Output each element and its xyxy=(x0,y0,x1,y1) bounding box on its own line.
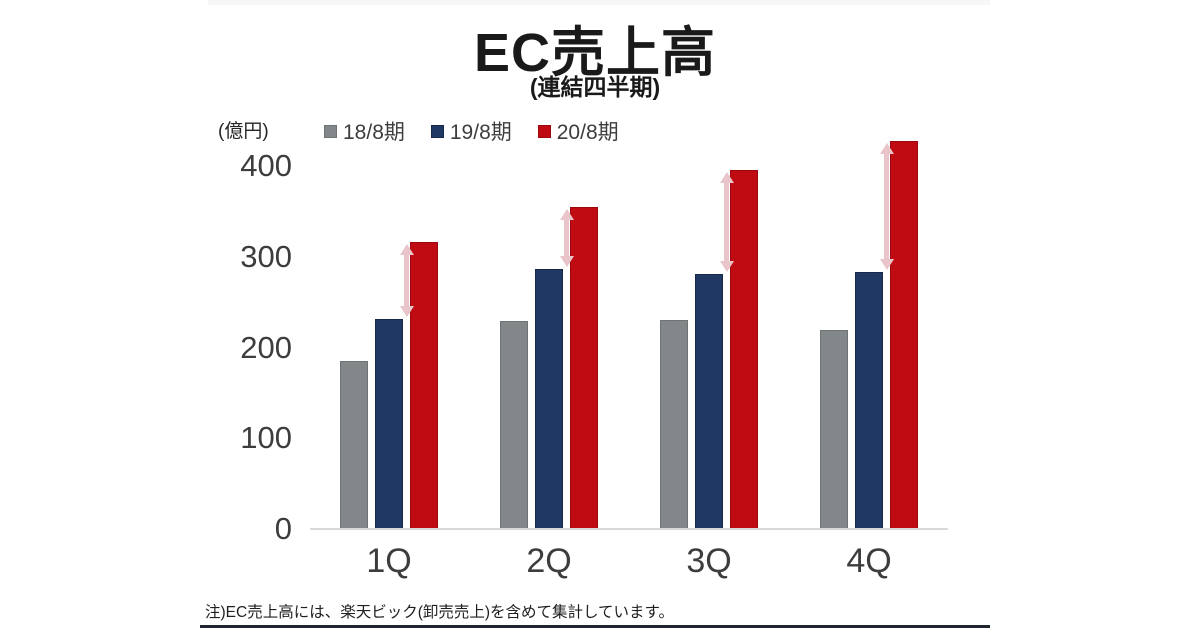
y-tick-400: 400 xyxy=(240,148,292,183)
bar-1Q-18/8期 xyxy=(340,361,368,529)
arrow-shaft xyxy=(724,182,729,261)
legend: 18/8期 19/8期 20/8期 xyxy=(324,116,619,146)
legend-label: 18/8期 xyxy=(343,121,405,144)
x-label-2Q: 2Q xyxy=(526,542,572,580)
chart-slide: EC売上高 (連結四半期) (億円) 18/8期 19/8期 20/8期 0 100 2… xyxy=(200,0,990,630)
x-label-1Q: 1Q xyxy=(366,542,412,580)
arrow-head-up-icon xyxy=(559,208,574,220)
bar-1Q-20/8期 xyxy=(410,242,438,529)
top-strip xyxy=(208,0,990,5)
arrow-head-up-icon xyxy=(879,143,894,155)
bar-2Q-20/8期 xyxy=(570,206,598,529)
growth-arrow-icon-4Q xyxy=(879,143,894,271)
y-axis-unit-label: (億円) xyxy=(218,121,269,142)
legend-item-20/8期: 20/8期 xyxy=(537,116,619,146)
bar-4Q-19/8期 xyxy=(855,272,883,529)
bar-3Q-18/8期 xyxy=(660,320,688,529)
y-tick-300: 300 xyxy=(240,238,292,274)
legend-swatch-icon xyxy=(430,124,444,138)
x-label-4Q: 4Q xyxy=(846,542,892,580)
y-tick-0: 0 xyxy=(274,511,292,546)
arrow-shaft xyxy=(564,219,569,257)
arrow-head-down-icon xyxy=(399,306,414,318)
y-tick-100: 100 xyxy=(240,420,292,456)
y-tick-200: 200 xyxy=(240,329,292,365)
arrow-head-up-icon xyxy=(719,171,734,183)
bar-2Q-19/8期 xyxy=(535,269,563,529)
growth-arrow-icon-2Q xyxy=(559,208,574,268)
x-label-3Q: 3Q xyxy=(686,542,732,580)
chart-title: EC売上高 xyxy=(473,23,716,83)
bar-4Q-20/8期 xyxy=(890,141,918,529)
footnote: 注)EC売上高には、楽天ビック(卸売売上)を含めて集計しています。 xyxy=(205,604,675,621)
arrow-head-up-icon xyxy=(399,244,414,256)
legend-swatch-icon xyxy=(324,124,337,138)
bar-3Q-20/8期 xyxy=(730,169,758,529)
bar-2Q-18/8期 xyxy=(500,321,528,529)
bar-3Q-19/8期 xyxy=(695,273,723,529)
arrow-head-down-icon xyxy=(879,259,894,271)
legend-item-18/8期: 18/8期 xyxy=(324,116,405,146)
x-axis-line xyxy=(310,528,948,530)
bar-1Q-19/8期 xyxy=(375,319,403,529)
legend-label: 19/8期 xyxy=(449,121,512,144)
bar-4Q-18/8期 xyxy=(820,330,848,529)
arrow-shaft xyxy=(404,255,409,307)
legend-swatch-icon xyxy=(537,124,551,138)
arrow-shaft xyxy=(884,154,889,260)
legend-item-19/8期: 19/8期 xyxy=(430,116,512,146)
bottom-rule xyxy=(200,625,990,628)
growth-arrow-icon-3Q xyxy=(719,171,734,272)
arrow-head-down-icon xyxy=(559,256,574,268)
chart-subtitle: (連結四半期) xyxy=(529,74,661,100)
arrow-head-down-icon xyxy=(719,260,734,272)
legend-label: 20/8期 xyxy=(556,121,619,144)
growth-arrow-icon-1Q xyxy=(399,244,414,318)
